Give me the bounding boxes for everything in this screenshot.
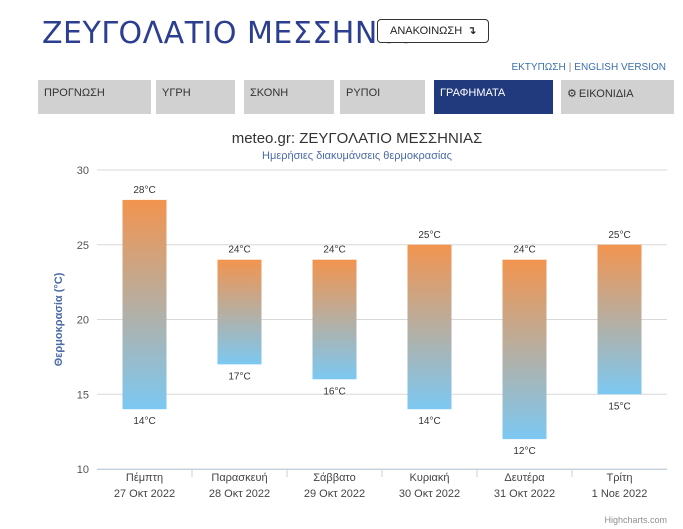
x-tick-day-label: Παρασκευή [211, 472, 267, 484]
x-tick-date-label: 30 Οκτ 2022 [399, 488, 460, 500]
y-axis-label: Θερμοκρασία (°C) [53, 272, 65, 366]
min-temp-label: 14°C [133, 416, 155, 427]
top-links: ΕΚΤΥΠΩΣΗ | ENGLISH VERSION [511, 62, 666, 73]
print-link[interactable]: ΕΚΤΥΠΩΣΗ [511, 62, 566, 73]
tab-label: ΥΓΡΗ [162, 87, 191, 99]
temperature-range-bar [407, 244, 452, 410]
tab-label: ΠΡΟΓΝΩΣΗ [44, 87, 105, 99]
x-tick-date-label: 1 Νοε 2022 [592, 488, 648, 500]
announcement-button[interactable]: ΑΝΑΚΟΙΝΩΣΗ ↴ [377, 19, 490, 43]
min-temp-label: 12°C [513, 446, 535, 457]
tab-dust[interactable]: ΣΚΟΝΗ [244, 80, 334, 114]
x-tick-date-label: 28 Οκτ 2022 [209, 488, 270, 500]
chart-subtitle: Ημερήσιες διακυμάνσεις θερμοκρασίας [262, 150, 452, 162]
temperature-range-bar [217, 259, 262, 365]
y-tick-label: 25 [77, 240, 89, 252]
tab-label: ΓΡΑΦΗΜΑΤΑ [440, 87, 506, 99]
page-title: ΖΕΥΓΟΛΑΤΙΟ ΜΕΣΣΗΝΙΑΣ [42, 16, 428, 51]
max-temp-label: 25°C [608, 230, 630, 241]
gear-icon: ⚙ [567, 88, 577, 100]
min-temp-label: 15°C [608, 401, 630, 412]
tab-label: ΣΚΟΝΗ [250, 87, 289, 99]
max-temp-label: 24°C [513, 245, 535, 256]
tab-label: ΡΥΠΟΙ [346, 87, 381, 99]
announcement-label: ΑΝΑΚΟΙΝΩΣΗ [390, 25, 463, 37]
x-tick-day-label: Κυριακή [409, 472, 449, 484]
tab-humidity[interactable]: ΥΓΡΗ [156, 80, 235, 114]
min-temp-label: 16°C [323, 386, 345, 397]
tab-icons[interactable]: ⚙ ΕΙΚΟΝΙΔΙΑ [561, 80, 674, 114]
x-tick-day-label: Σάββατο [313, 472, 355, 484]
max-temp-label: 24°C [228, 245, 250, 256]
temperature-range-bar [502, 259, 547, 440]
english-version-link[interactable]: ENGLISH VERSION [574, 62, 666, 73]
temperature-range-bar [597, 244, 642, 395]
min-temp-label: 14°C [418, 416, 440, 427]
y-tick-label: 30 [77, 165, 89, 177]
max-temp-label: 24°C [323, 245, 345, 256]
tab-label: ΕΙΚΟΝΙΔΙΑ [578, 88, 634, 100]
temperature-range-bar [312, 259, 357, 380]
link-separator: | [568, 62, 572, 73]
temperature-range-bar [122, 199, 167, 410]
temperature-chart: meteo.gr: ΖΕΥΓΟΛΑΤΙΟ ΜΕΣΣΗΝΙΑΣ Ημερήσιες … [53, 130, 667, 500]
x-tick-date-label: 29 Οκτ 2022 [304, 488, 365, 500]
x-tick-date-label: 27 Οκτ 2022 [114, 488, 175, 500]
tab-charts[interactable]: ΓΡΑΦΗΜΑΤΑ [434, 80, 553, 114]
min-temp-label: 17°C [228, 371, 250, 382]
y-tick-label: 15 [77, 389, 89, 401]
y-tick-label: 10 [77, 464, 89, 476]
x-tick-day-label: Δευτέρα [504, 472, 545, 484]
chart-title: meteo.gr: ΖΕΥΓΟΛΑΤΙΟ ΜΕΣΣΗΝΙΑΣ [232, 130, 483, 147]
tab-pollutants[interactable]: ΡΥΠΟΙ [340, 80, 425, 114]
y-tick-label: 20 [77, 315, 89, 327]
x-tick-day-label: Τρίτη [607, 472, 633, 484]
x-tick-date-label: 31 Οκτ 2022 [494, 488, 555, 500]
turn-down-arrow-icon: ↴ [467, 25, 477, 37]
x-tick-day-label: Πέμπτη [126, 472, 163, 484]
max-temp-label: 28°C [133, 185, 155, 196]
max-temp-label: 25°C [418, 230, 440, 241]
chart-credits[interactable]: Highcharts.com [604, 515, 667, 525]
tab-forecast[interactable]: ΠΡΟΓΝΩΣΗ [38, 80, 151, 114]
